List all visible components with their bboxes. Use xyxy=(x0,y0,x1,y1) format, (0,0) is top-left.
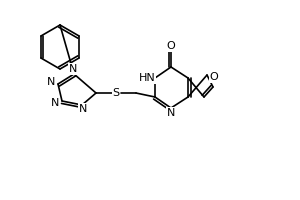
Text: O: O xyxy=(210,72,218,82)
Text: N: N xyxy=(69,64,77,74)
Text: N: N xyxy=(79,104,87,114)
Text: HN: HN xyxy=(139,73,155,83)
Text: N: N xyxy=(51,98,59,108)
Text: O: O xyxy=(167,41,176,51)
Text: S: S xyxy=(112,88,120,98)
Text: N: N xyxy=(47,77,55,87)
Text: N: N xyxy=(167,108,175,118)
